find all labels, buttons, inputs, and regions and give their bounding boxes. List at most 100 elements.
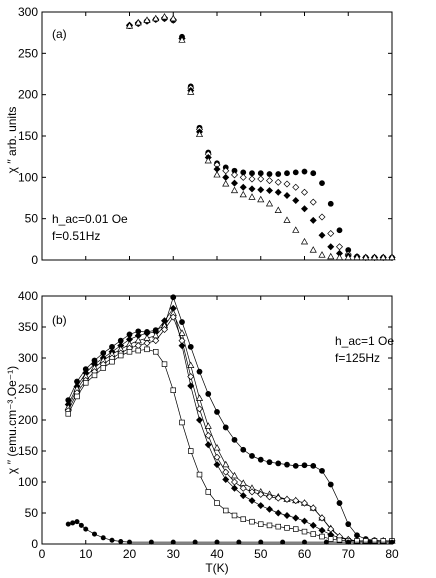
x-tick-label: 50 bbox=[254, 547, 268, 561]
panel-b-series-3-point bbox=[213, 443, 221, 451]
panel-a-series-3-point bbox=[309, 216, 317, 224]
y-tick-label: 250 bbox=[18, 46, 38, 60]
y-tick-label: 200 bbox=[18, 413, 38, 427]
panel-a-series-4-point bbox=[388, 253, 396, 261]
panel-b-series-5-point bbox=[249, 518, 255, 525]
y-tick-label: 0 bbox=[31, 537, 38, 551]
panel-b-series-3-point bbox=[222, 460, 230, 468]
panel-b-series-5-point bbox=[91, 372, 98, 379]
panel-b-series-6-point bbox=[258, 539, 264, 545]
panel-a-series-4-point bbox=[362, 253, 370, 261]
panel-b-series-6 bbox=[65, 519, 395, 545]
panel-b-series-5-point bbox=[126, 349, 133, 355]
panel-b-annotation-frequency: f=125Hz bbox=[335, 351, 380, 365]
panel-a-y-ticks: 0 50 100 150 200 250 300 bbox=[18, 5, 393, 267]
panel-a-series-1-point bbox=[257, 170, 264, 177]
panel-b-series-2-point bbox=[222, 476, 230, 484]
panel-a-series-2-point bbox=[318, 213, 326, 221]
panel-a-series-4-point bbox=[213, 170, 221, 178]
panel-b-series-5-point bbox=[205, 489, 212, 495]
panel-a-series-3-point bbox=[248, 185, 256, 193]
panel-b-series-1-point bbox=[275, 460, 282, 467]
panel-a-series-1-point bbox=[319, 180, 325, 187]
panel-b-series-4-point bbox=[301, 499, 308, 507]
panel-b-series-5-point bbox=[293, 526, 299, 532]
panel-a-series-1-point bbox=[301, 168, 308, 175]
panel-a-series-1-point bbox=[327, 200, 334, 207]
panel-b-series-6-point bbox=[70, 520, 76, 526]
panel-b-series-5-point bbox=[310, 531, 317, 537]
y-tick-label: 50 bbox=[25, 506, 39, 520]
panel-b-series-2-point bbox=[266, 505, 273, 513]
panel-b-series-1-point bbox=[214, 409, 220, 415]
panel-b-series-1-point bbox=[301, 462, 308, 469]
panel-a-series-4-point bbox=[257, 195, 265, 203]
panel-a-series-1-point bbox=[336, 227, 343, 234]
panel-b-series-4-point bbox=[327, 525, 335, 533]
panel-b-series-4-point bbox=[292, 497, 300, 505]
panel-a-series-3-point bbox=[292, 196, 300, 204]
panel-b-series-5-point bbox=[65, 411, 71, 417]
panel-b-series-5-point bbox=[135, 347, 142, 354]
panel-b-series-4-point bbox=[274, 494, 282, 502]
panel-a-series-4-point bbox=[160, 13, 169, 20]
panel-b-series-6-point bbox=[148, 539, 154, 545]
panel-b-series-5-point bbox=[214, 500, 220, 506]
panel-b-series-5-point bbox=[354, 538, 360, 544]
panel-a-series-4-point bbox=[292, 226, 300, 233]
panel-b-series bbox=[64, 294, 396, 545]
panel-b-series-5-point bbox=[336, 537, 343, 544]
panel-b-x-axis-label: T(K) bbox=[205, 561, 228, 575]
panel-b-series-2-point bbox=[274, 509, 282, 517]
panel-a-series-4-point bbox=[283, 216, 291, 223]
panel-a-series-1-point bbox=[284, 170, 290, 177]
panel-b-series-2-point bbox=[301, 517, 308, 525]
panel-b-series-6-point bbox=[118, 539, 124, 545]
panel-b-series-2-point bbox=[292, 514, 300, 522]
panel-b-series-1-point bbox=[231, 436, 238, 443]
panel-b-series-6-point bbox=[214, 539, 220, 545]
panel-b-series-3-point bbox=[230, 471, 239, 479]
panel-b-series-6-point bbox=[83, 526, 89, 532]
panel-b-series-6-point bbox=[74, 519, 80, 525]
panel-b-series-5-point bbox=[144, 346, 150, 353]
panel-a-series-3-point bbox=[274, 188, 282, 196]
panel-b-series-3-point bbox=[204, 422, 212, 429]
panel-b-series-4-point bbox=[143, 339, 151, 347]
panel-a-series-3-point bbox=[266, 187, 273, 195]
panel-a-series-4-point bbox=[204, 156, 212, 164]
panel-b-series-4-point bbox=[213, 453, 221, 461]
panel-a-series-4-point bbox=[222, 180, 230, 187]
panel-a-series-1-point bbox=[275, 171, 282, 177]
panel-b-series-6-point bbox=[109, 537, 115, 543]
x-tick-label: 80 bbox=[385, 547, 399, 561]
panel-b-series-5-point bbox=[319, 533, 325, 540]
panel-b-series-3-point bbox=[195, 394, 204, 401]
panel-a-series-4 bbox=[125, 13, 396, 261]
panel-b-series-3-point bbox=[178, 329, 186, 336]
panel-a-y-axis-label: χ ′′ arb. units bbox=[5, 107, 19, 174]
panel-a-series-1 bbox=[126, 15, 395, 261]
panel-b-series-5-point bbox=[74, 393, 80, 400]
panel-b-series-1-point bbox=[257, 456, 264, 463]
panel-a-series-4-point bbox=[344, 253, 352, 261]
panel-a-series-4-point bbox=[125, 22, 134, 29]
panel-a-series-3-point bbox=[283, 192, 291, 200]
panel-b-label: (b) bbox=[52, 313, 67, 327]
panel-a-series-4-point bbox=[309, 246, 317, 253]
panel-b-series-4-point bbox=[222, 468, 230, 476]
x-tick-label: 10 bbox=[79, 547, 93, 561]
panel-b-series-5-point bbox=[223, 507, 229, 514]
panel-b-series-5-point bbox=[301, 528, 308, 535]
panel-b-series-6-line bbox=[68, 521, 392, 543]
panel-a-series-4-point bbox=[300, 237, 309, 245]
panel-b-x-ticks: 0 10 20 30 40 50 60 70 80 bbox=[39, 296, 399, 561]
y-tick-label: 250 bbox=[18, 382, 38, 396]
panel-b-annotation-field: h_ac=1 Oe bbox=[335, 334, 394, 348]
panel-b-series-5-point bbox=[109, 358, 115, 365]
panel-b-series-1-point bbox=[179, 319, 185, 325]
panel-a-series-2-point bbox=[257, 175, 265, 183]
panel-a-series-1-point bbox=[266, 171, 273, 177]
panel-a-series-4-point bbox=[248, 193, 256, 200]
panel-b-series-3-point bbox=[239, 479, 247, 486]
